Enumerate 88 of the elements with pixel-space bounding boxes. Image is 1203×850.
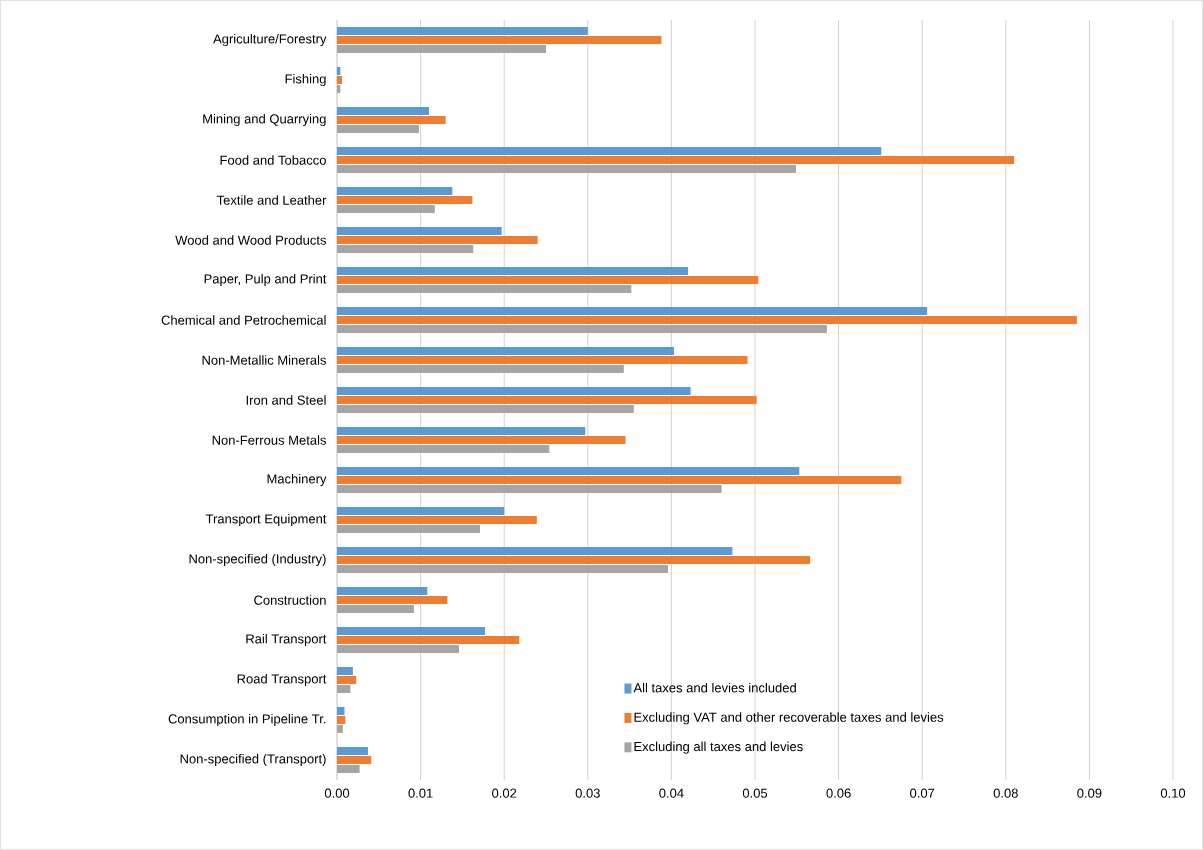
y-tick-label: Agriculture/Forestry xyxy=(213,33,327,47)
bar xyxy=(337,387,691,395)
x-tick-label: 0.00 xyxy=(324,788,350,798)
x-tick-label: 0.08 xyxy=(993,788,1018,798)
bar xyxy=(337,244,474,253)
bar xyxy=(337,644,460,653)
y-tick-label: Consumption in Pipeline Tr. xyxy=(168,713,326,727)
bar xyxy=(337,346,674,355)
y-tick-label: Transport Equipment xyxy=(205,513,327,527)
bar xyxy=(337,306,928,315)
bar xyxy=(337,45,546,53)
y-tick-label: Road Transport xyxy=(237,673,327,687)
y-tick-label: Mining and Quarrying xyxy=(203,113,326,127)
bar xyxy=(337,747,368,755)
bar xyxy=(337,107,429,115)
bar xyxy=(337,236,538,244)
y-tick-label: Machinery xyxy=(267,473,327,487)
x-tick-label: 0.02 xyxy=(492,788,517,798)
bar xyxy=(337,146,882,155)
bar xyxy=(337,284,632,293)
x-tick-label: 0.04 xyxy=(659,788,684,798)
bar xyxy=(337,427,586,435)
bar xyxy=(337,444,550,453)
bar xyxy=(337,516,537,524)
legend-label: All taxes and levies included xyxy=(633,682,796,693)
y-tick-label: Non-specified (Transport) xyxy=(180,753,326,767)
y-tick-label: Construction xyxy=(254,595,326,605)
bar xyxy=(337,395,757,404)
bar xyxy=(337,524,480,533)
legend-label: Excluding VAT and other recoverable taxes and levies xyxy=(634,712,944,725)
bar xyxy=(337,546,733,555)
bar xyxy=(337,115,446,124)
bar xyxy=(337,75,343,84)
bar xyxy=(337,226,502,235)
bar xyxy=(337,626,485,635)
bar xyxy=(337,325,827,333)
bar xyxy=(337,635,520,644)
bar xyxy=(337,475,902,484)
bar xyxy=(337,124,419,133)
bar xyxy=(337,35,662,44)
bar xyxy=(337,186,453,195)
bar xyxy=(337,707,345,715)
bar xyxy=(337,604,414,613)
bar xyxy=(337,506,505,515)
y-tick-label: Rail Transport xyxy=(246,633,327,647)
x-tick-label: 0.06 xyxy=(826,788,851,798)
bar xyxy=(337,666,353,675)
bar xyxy=(337,196,473,204)
y-tick-label: Food and Tobacco xyxy=(220,155,326,165)
x-tick-label: 0.01 xyxy=(408,788,433,798)
y-tick-label: Textile and Leather xyxy=(216,195,327,205)
bar xyxy=(337,675,357,684)
bar xyxy=(337,755,372,764)
bar xyxy=(337,725,343,733)
bar xyxy=(337,484,722,493)
bar xyxy=(337,596,448,604)
bar xyxy=(337,155,1015,164)
bar xyxy=(337,27,588,35)
x-tick-label: 0.05 xyxy=(742,788,768,798)
bar xyxy=(337,435,626,444)
bar xyxy=(337,164,796,173)
y-tick-label: Wood and Wood Products xyxy=(175,235,326,245)
bar xyxy=(337,764,360,773)
y-tick-label: Iron and Steel xyxy=(246,395,326,405)
bar xyxy=(337,276,759,284)
bar xyxy=(337,466,800,475)
y-tick-label: Chemical and Petrochemical xyxy=(161,315,326,325)
bar xyxy=(337,586,428,595)
y-tick-label: Fishing xyxy=(285,73,326,87)
bar xyxy=(337,365,624,373)
x-tick-label: 0.10 xyxy=(1160,788,1186,798)
y-tick-label: Non-Ferrous Metals xyxy=(212,435,326,445)
x-tick-label: 0.03 xyxy=(575,788,600,798)
bar xyxy=(337,204,435,213)
x-tick-label: 0.07 xyxy=(910,788,935,798)
bar xyxy=(337,556,811,564)
bar xyxy=(337,405,634,413)
bar xyxy=(337,685,351,693)
y-tick-label: Non-specified (Industry) xyxy=(189,553,326,567)
x-tick-label: 0.09 xyxy=(1077,788,1102,798)
y-tick-label: Non-Metallic Minerals xyxy=(202,355,326,365)
bar xyxy=(337,564,669,573)
bar xyxy=(337,266,689,275)
bar xyxy=(337,715,346,724)
bar xyxy=(337,315,1077,324)
legend-label: Excluding all taxes and levies xyxy=(634,741,803,754)
bar xyxy=(337,355,748,364)
y-tick-label: Paper, Pulp and Print xyxy=(204,273,327,287)
